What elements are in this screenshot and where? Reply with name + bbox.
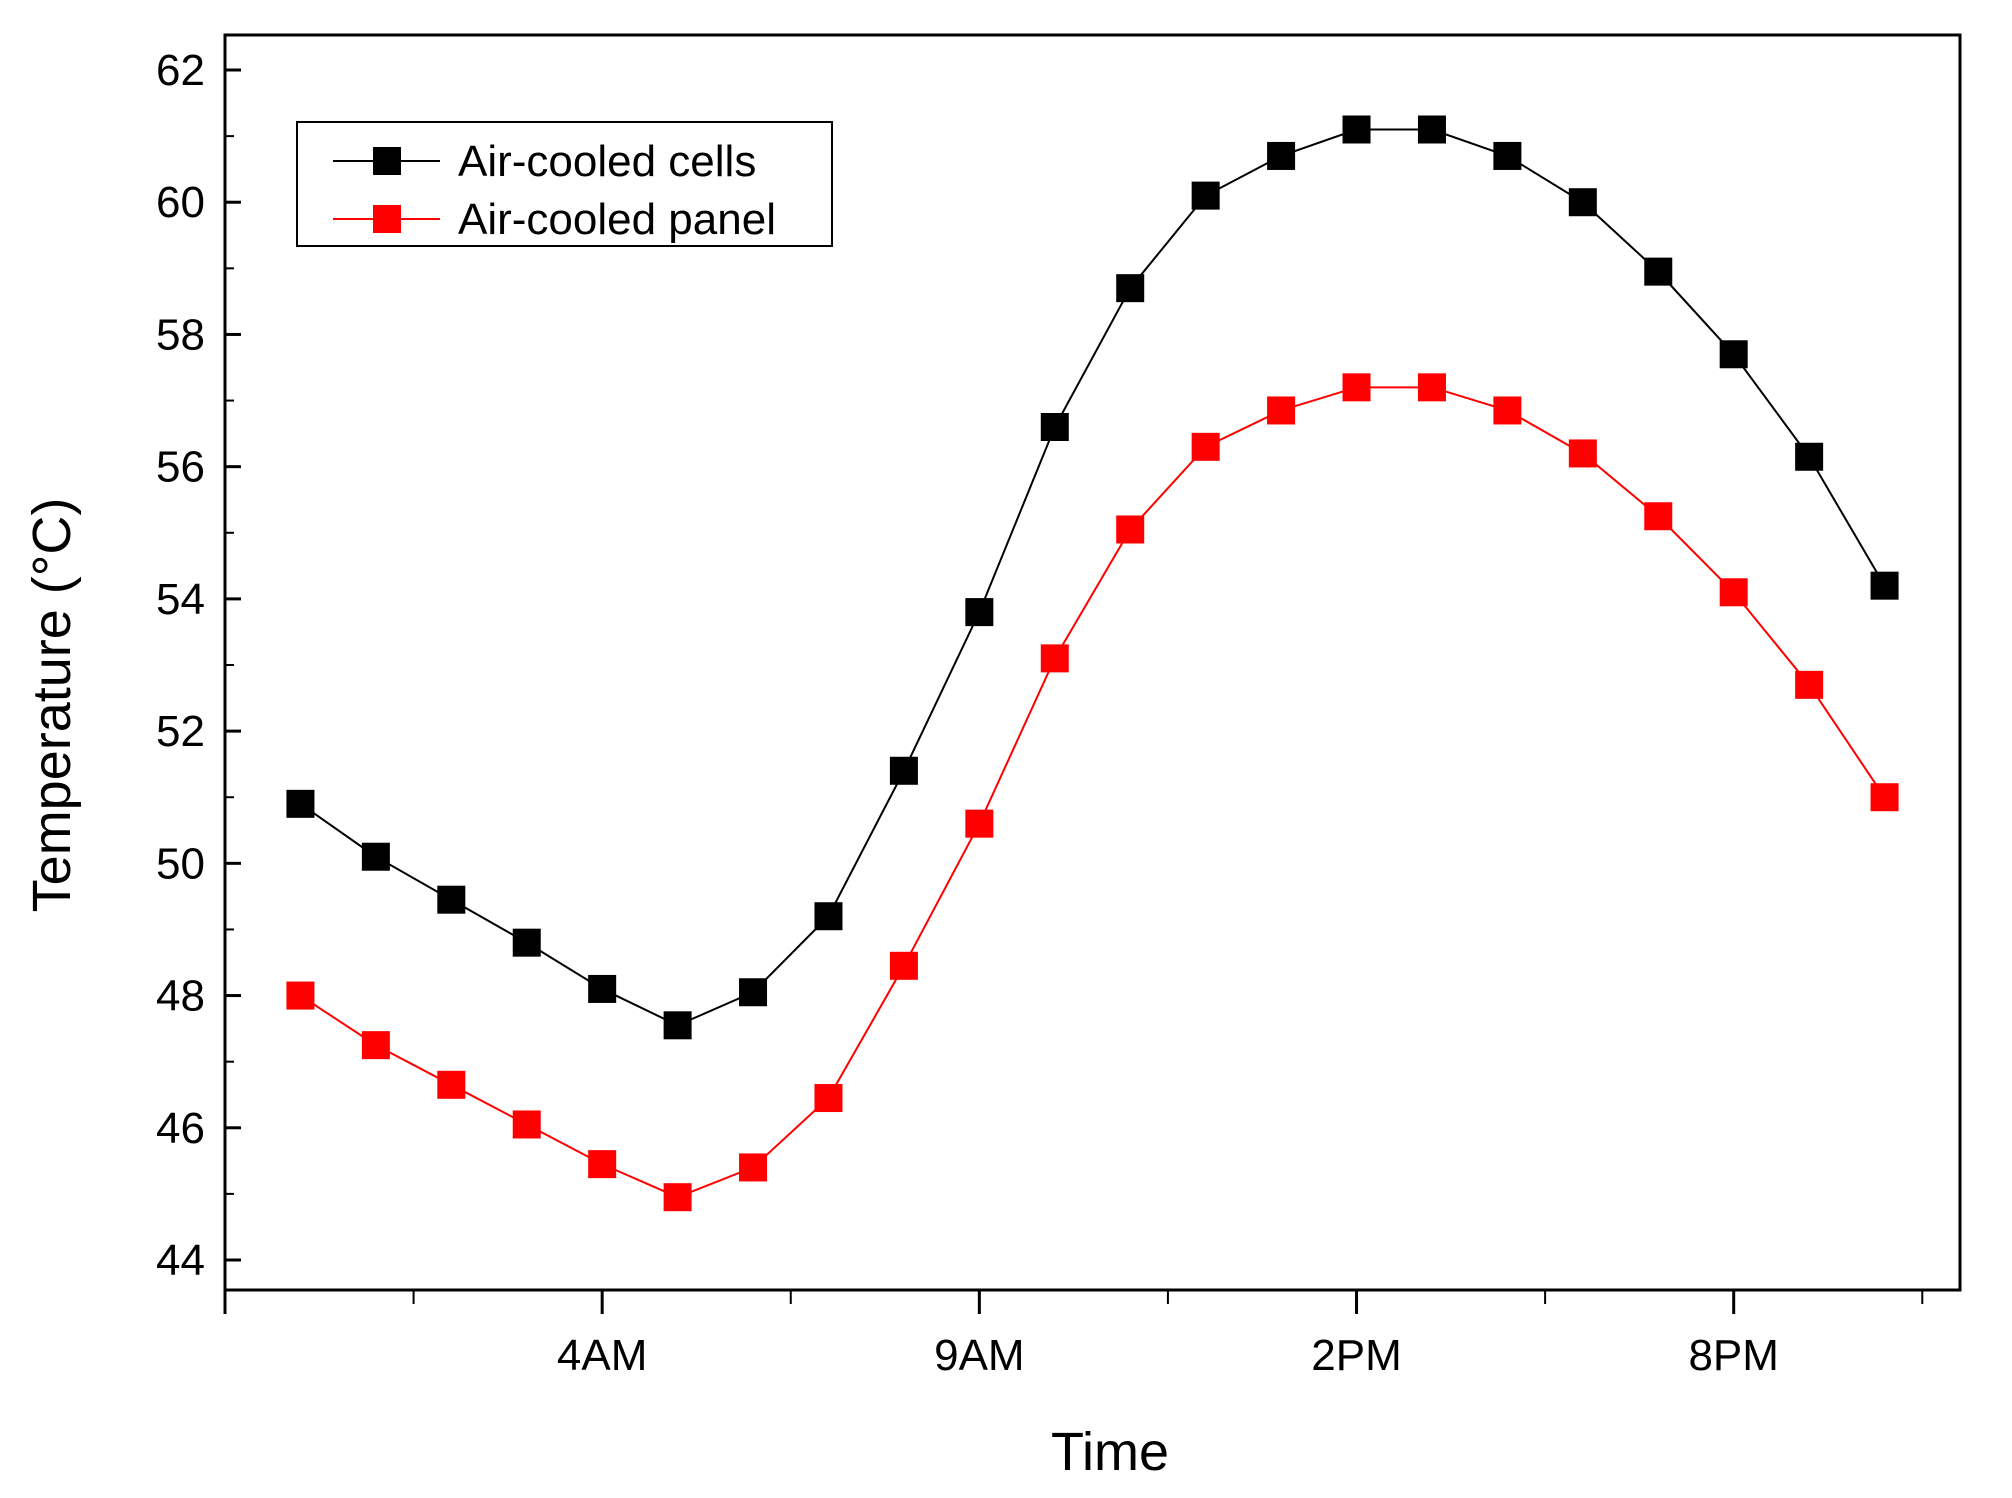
data-point-air-cooled-panel-3: [437, 1070, 466, 1099]
data-point-air-cooled-panel-15: [1342, 373, 1371, 402]
data-point-air-cooled-cells-6: [663, 1011, 692, 1040]
data-point-air-cooled-cells-19: [1644, 257, 1673, 286]
x-tick-label-2pm: 2PM: [1311, 1331, 1401, 1380]
y-tick-label-44: 44: [156, 1236, 205, 1285]
y-tick-label-58: 58: [156, 310, 205, 359]
y-tick-label-46: 46: [156, 1104, 205, 1153]
data-point-air-cooled-panel-11: [1040, 644, 1069, 673]
data-point-air-cooled-cells-4: [512, 928, 541, 957]
x-axis: 4AM 9AM 2PM 8PM: [223, 1290, 1924, 1380]
data-point-air-cooled-cells-21: [1795, 442, 1824, 471]
data-point-air-cooled-panel-7: [739, 1153, 768, 1182]
data-point-air-cooled-panel-10: [965, 809, 994, 838]
data-point-air-cooled-cells-22: [1870, 571, 1899, 600]
data-point-air-cooled-cells-3: [437, 885, 466, 914]
data-point-air-cooled-cells-15: [1342, 115, 1371, 144]
data-point-air-cooled-panel-18: [1568, 439, 1597, 468]
data-point-air-cooled-panel-2: [361, 1031, 390, 1060]
data-point-air-cooled-panel-14: [1267, 396, 1296, 425]
data-point-air-cooled-panel-8: [814, 1084, 843, 1113]
data-point-air-cooled-cells-20: [1719, 340, 1748, 369]
data-point-air-cooled-cells-17: [1493, 141, 1522, 170]
data-point-air-cooled-panel-1: [286, 981, 315, 1010]
data-point-air-cooled-panel-21: [1795, 670, 1824, 699]
data-point-air-cooled-panel-17: [1493, 396, 1522, 425]
legend-marker-air-cooled-cells: [373, 147, 401, 175]
plot-frame: [223, 33, 1962, 1292]
y-tick-label-52: 52: [156, 707, 205, 756]
data-point-air-cooled-cells-8: [814, 902, 843, 931]
y-axis: 44 46 48 50 52 54 56 58 60 62: [156, 46, 241, 1285]
data-point-air-cooled-cells-14: [1267, 141, 1296, 170]
series-air-cooled-panel: [286, 373, 1899, 1212]
data-point-air-cooled-panel-13: [1191, 432, 1220, 461]
data-point-air-cooled-cells-2: [361, 842, 390, 871]
data-point-air-cooled-cells-12: [1116, 274, 1145, 303]
x-tick-label-4am: 4AM: [557, 1331, 647, 1380]
x-axis-title: Time: [1051, 1422, 1169, 1482]
data-point-air-cooled-panel-19: [1644, 502, 1673, 531]
legend-label-air-cooled-panel: Air-cooled panel: [458, 195, 776, 244]
data-point-air-cooled-cells-7: [739, 978, 768, 1007]
data-point-air-cooled-panel-20: [1719, 578, 1748, 607]
data-point-air-cooled-cells-5: [588, 974, 617, 1003]
data-point-air-cooled-cells-13: [1191, 181, 1220, 210]
data-point-air-cooled-cells-9: [889, 756, 918, 785]
data-point-air-cooled-panel-5: [588, 1150, 617, 1179]
data-point-air-cooled-cells-1: [286, 789, 315, 818]
data-point-air-cooled-cells-11: [1040, 413, 1069, 441]
data-point-air-cooled-panel-22: [1870, 783, 1899, 812]
y-tick-label-62: 62: [156, 46, 205, 95]
data-point-air-cooled-cells-16: [1417, 115, 1446, 144]
legend-label-air-cooled-cells: Air-cooled cells: [458, 137, 756, 186]
legend-marker-air-cooled-panel: [373, 205, 401, 233]
y-tick-label-56: 56: [156, 443, 205, 492]
y-tick-label-50: 50: [156, 839, 205, 888]
y-tick-label-60: 60: [156, 178, 205, 227]
data-point-air-cooled-panel-6: [663, 1183, 692, 1212]
x-tick-label-8pm: 8PM: [1688, 1331, 1778, 1380]
data-point-air-cooled-panel-4: [512, 1110, 541, 1139]
data-point-air-cooled-panel-16: [1417, 373, 1446, 402]
data-point-air-cooled-cells-18: [1568, 188, 1597, 217]
legend: Air-cooled cells Air-cooled panel: [296, 121, 833, 247]
series-line-air-cooled-cells: [299, 128, 1886, 1027]
x-tick-label-9am: 9AM: [934, 1331, 1024, 1380]
data-point-air-cooled-panel-9: [889, 951, 918, 980]
series-air-cooled-cells: [286, 115, 1899, 1040]
y-axis-title: Temperature (°C): [22, 498, 82, 913]
data-point-air-cooled-panel-12: [1116, 515, 1145, 544]
y-tick-label-54: 54: [156, 575, 205, 624]
series-line-air-cooled-panel: [299, 386, 1886, 1199]
y-tick-label-48: 48: [156, 972, 205, 1021]
series-layer: [286, 115, 1899, 1212]
data-point-air-cooled-cells-10: [965, 598, 994, 627]
